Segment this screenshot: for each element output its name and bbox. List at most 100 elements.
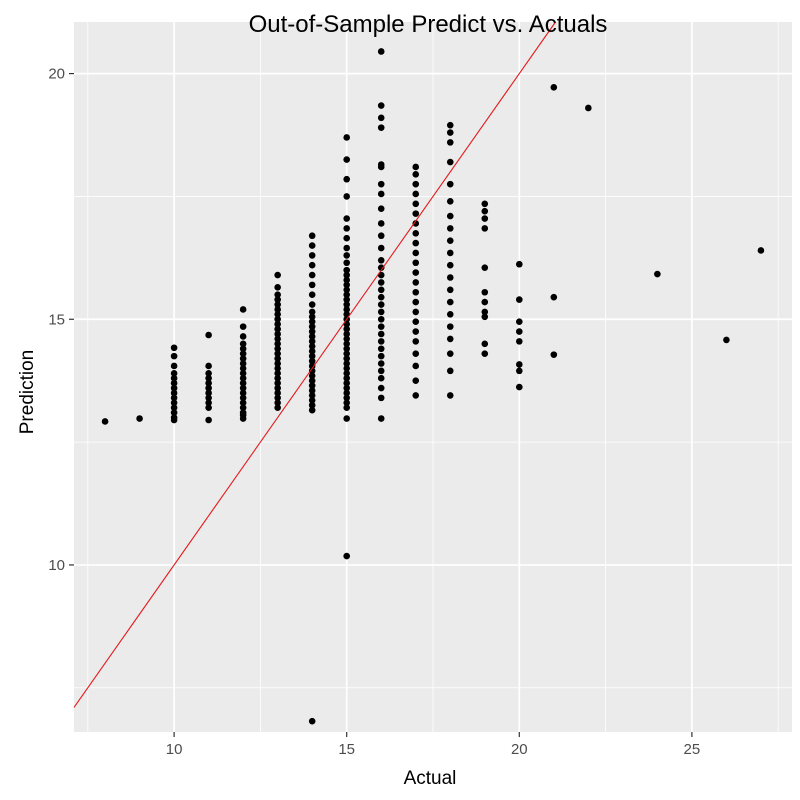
x-tick-label: 20	[511, 741, 528, 758]
data-point	[515, 361, 523, 368]
data-point	[274, 355, 281, 362]
data-point	[446, 129, 454, 136]
data-point	[170, 414, 178, 421]
data-point	[205, 389, 212, 397]
y-axis-title: Prediction	[17, 350, 38, 435]
data-point	[274, 350, 281, 357]
data-point	[343, 340, 351, 348]
data-point	[308, 313, 316, 321]
data-point	[446, 180, 454, 188]
data-point	[343, 134, 351, 141]
data-point	[412, 180, 420, 188]
data-point	[308, 308, 316, 316]
data-point	[308, 318, 316, 326]
data-point	[412, 328, 420, 335]
data-point	[343, 365, 351, 372]
data-point	[343, 259, 351, 267]
data-point	[446, 323, 454, 330]
data-point	[274, 360, 281, 367]
data-point	[377, 415, 385, 422]
data-point	[274, 389, 281, 397]
data-point	[377, 384, 385, 392]
data-point	[274, 370, 281, 377]
data-point	[757, 247, 765, 254]
data-point	[412, 190, 420, 198]
data-point	[377, 220, 385, 227]
data-point	[274, 399, 281, 407]
data-point	[343, 286, 351, 294]
data-point	[550, 293, 558, 301]
data-point	[205, 416, 212, 424]
data-point	[239, 323, 247, 330]
data-point	[412, 318, 420, 326]
data-point	[308, 387, 316, 394]
data-point	[343, 276, 351, 284]
data-point	[343, 345, 351, 353]
data-point	[377, 338, 385, 345]
data-point	[515, 383, 523, 391]
data-point	[343, 234, 351, 242]
data-point	[377, 345, 385, 353]
data-point	[515, 367, 523, 375]
data-point	[205, 399, 212, 407]
data-point	[446, 121, 454, 129]
data-point	[205, 404, 212, 412]
reference-line-layer	[73, 21, 556, 708]
data-point	[446, 261, 454, 269]
data-point	[308, 342, 316, 350]
data-point	[308, 352, 316, 360]
data-point	[377, 244, 385, 252]
data-point	[205, 394, 212, 402]
data-point	[446, 139, 454, 146]
data-point	[343, 156, 351, 163]
data-point	[170, 379, 178, 387]
data-point	[446, 237, 454, 244]
data-point	[343, 325, 351, 333]
data-point	[377, 301, 385, 308]
data-point	[377, 323, 385, 330]
data-point	[377, 232, 385, 240]
data-point	[377, 264, 385, 271]
data-point	[308, 347, 316, 355]
data-point	[308, 242, 316, 249]
data-point	[274, 404, 281, 412]
data-point	[550, 84, 558, 91]
data-point	[412, 288, 420, 296]
data-point	[515, 328, 523, 335]
data-point	[205, 374, 212, 382]
data-point	[377, 161, 385, 168]
x-tick-label: 10	[166, 741, 183, 758]
data-point	[412, 298, 420, 306]
data-point	[377, 114, 385, 122]
x-tick-label: 25	[684, 741, 701, 758]
data-point	[377, 286, 385, 294]
data-point	[446, 212, 454, 220]
data-point	[377, 360, 385, 367]
data-point	[377, 124, 385, 131]
data-point	[308, 377, 316, 384]
data-point	[343, 215, 351, 222]
data-point	[446, 198, 454, 205]
data-point	[377, 102, 385, 109]
data-point	[170, 389, 178, 397]
data-point	[585, 104, 592, 112]
data-point	[481, 308, 489, 316]
data-point	[308, 397, 316, 404]
data-point	[377, 374, 385, 382]
data-point	[446, 298, 454, 306]
data-point	[274, 284, 281, 291]
data-point	[274, 335, 281, 343]
data-point	[239, 360, 247, 367]
data-point	[343, 379, 351, 387]
data-point	[170, 362, 178, 370]
data-point	[377, 257, 385, 264]
data-point	[446, 249, 454, 257]
data-point	[308, 271, 316, 279]
data-point	[239, 384, 247, 392]
data-point	[412, 362, 420, 370]
data-point	[308, 333, 316, 340]
data-point	[170, 394, 178, 402]
data-point	[274, 330, 281, 338]
data-point	[239, 379, 247, 387]
data-point	[205, 379, 212, 387]
